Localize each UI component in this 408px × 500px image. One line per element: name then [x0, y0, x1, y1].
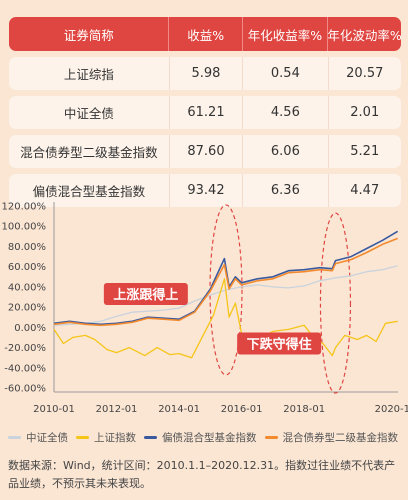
series-line-2: [53, 278, 398, 359]
legend-label: 混合债券型二级基金指数: [282, 432, 399, 444]
legend-item-mixed-bond: 混合债券型二级基金指数: [264, 430, 399, 445]
header-name: 证券简称: [63, 27, 114, 43]
table-cell-volatility: 5.21: [327, 135, 401, 168]
legend-label: 上证指数: [94, 432, 136, 444]
table-cell-annual-return: 6.36: [242, 174, 327, 207]
table-cell-annual-return: 4.56: [242, 96, 327, 129]
x-tick-label: 2018-01: [283, 404, 325, 415]
table-cell-annual-return: 6.06: [242, 135, 327, 168]
header-annual-volatility: 年化波动率%: [327, 17, 401, 51]
line-chart: 120.00% 100.00% 80.00% 60.00% 40.00% 20.00% 0.…: [2, 202, 408, 416]
x-tick-label: 2010-01: [33, 404, 75, 415]
annotation-label: 上涨跟得上: [113, 287, 178, 303]
table-cell-volatility: 4.47: [327, 174, 401, 207]
table-cell-volatility: 2.01: [327, 96, 401, 129]
legend-swatch: [8, 436, 21, 439]
table-row: 混合债券型二级基金指数 87.60 6.06 5.21: [9, 135, 401, 168]
table-row: 偏债混合型基金指数 93.42 6.36 4.47: [9, 174, 401, 207]
legend-swatch: [264, 436, 278, 439]
y-tick-label: 0.00%: [14, 323, 46, 334]
table-row: 上证综指 5.98 0.54 20.57: [9, 57, 401, 90]
table-cell-return: 61.21: [168, 96, 242, 129]
series-line-3: [53, 230, 399, 326]
table-cell-name: 中证全债: [63, 106, 114, 121]
header-annual-return: 年化收益率%: [241, 17, 327, 51]
table-header-row: 证券简称 收益% 年化收益率% 年化波动率%: [9, 17, 401, 51]
legend-swatch: [144, 436, 157, 439]
performance-table: 证券简称 收益% 年化收益率% 年化波动率% 上证综指 5.98 0.54 20…: [9, 17, 401, 213]
x-tick-label: 2016-01: [221, 404, 263, 415]
table-cell-annual-return: 0.54: [242, 57, 327, 90]
y-tick-label: 20.00%: [8, 303, 46, 314]
highlight-ellipse-fall: [319, 212, 352, 394]
legend-item-bond: 中证全债: [8, 430, 68, 445]
table-cell-return: 93.42: [168, 174, 242, 207]
x-tick-label: 2020-12: [375, 404, 408, 415]
y-tick-label: 120.00%: [2, 202, 47, 213]
table-cell-return: 87.60: [168, 135, 242, 168]
y-tick-label: 40.00%: [8, 282, 46, 293]
chart-legend: 中证全债 上证指数 偏债混合型基金指数 混合债券型二级基金指数: [8, 430, 408, 445]
y-tick-label: 100.00%: [2, 222, 47, 233]
x-tick-label: 2012-01: [96, 404, 138, 415]
data-source-footnote: 数据来源：Wind，统计区间：2010.1.1–2020.12.31。指数过往业…: [8, 459, 396, 490]
y-tick-label: -60.00%: [4, 384, 46, 395]
table-cell-volatility: 20.57: [327, 57, 401, 90]
table-cell-name: 混合债券型二级基金指数: [20, 145, 158, 160]
y-tick-label: -40.00%: [4, 363, 46, 374]
annotation-box: [103, 282, 188, 305]
y-tick-label: 60.00%: [8, 262, 46, 273]
legend-label: 偏债混合型基金指数: [162, 432, 257, 444]
header-return: 收益%: [168, 17, 241, 51]
annotation-label: 下跌守得住: [247, 337, 312, 353]
series-line-4: [53, 237, 398, 327]
table-row: 中证全债 61.21 4.56 2.01: [9, 96, 401, 129]
table-cell-return: 5.98: [168, 57, 242, 90]
legend-item-shanghai: 上证指数: [76, 430, 136, 445]
legend-item-bond-hybrid: 偏债混合型基金指数: [144, 430, 257, 445]
x-tick-label: 2014-01: [158, 404, 200, 415]
annotation-box: [237, 332, 322, 355]
legend-label: 中证全债: [26, 432, 68, 444]
legend-swatch: [76, 436, 89, 439]
table-cell-name: 上证综指: [63, 67, 114, 82]
table-cell-name: 偏债混合型基金指数: [32, 184, 146, 199]
y-tick-label: 80.00%: [8, 242, 46, 253]
y-tick-label: -20.00%: [4, 343, 46, 354]
